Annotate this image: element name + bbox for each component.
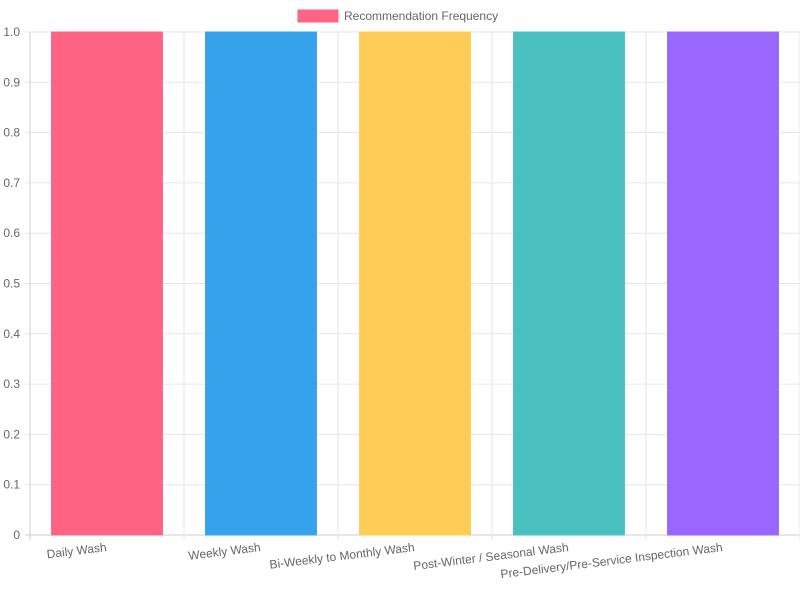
y-tick-label: 0: [13, 528, 20, 542]
x-tick-label: Bi-Weekly to Monthly Wash: [269, 540, 416, 572]
y-tick-label: 0.7: [3, 176, 20, 190]
y-tick-label: 1.0: [3, 25, 20, 39]
bar[interactable]: [51, 31, 163, 536]
x-tick-label: Daily Wash: [46, 540, 107, 561]
y-tick-label: 0.5: [3, 277, 20, 291]
x-axis-ticks: Daily Wash Weekly Wash Bi-Weekly to Monthl…: [46, 540, 723, 581]
y-tick-label: 0.6: [3, 226, 20, 240]
y-tick-label: 0.3: [3, 377, 20, 391]
legend-swatch: [297, 9, 339, 23]
bar[interactable]: [205, 31, 317, 536]
bars: [51, 31, 779, 536]
bar[interactable]: [667, 31, 779, 536]
y-tick-label: 0.2: [3, 427, 20, 441]
bar[interactable]: [513, 31, 625, 536]
bar[interactable]: [359, 31, 471, 536]
y-tick-label: 0.1: [3, 478, 20, 492]
y-tick-label: 0.9: [3, 75, 20, 89]
x-tick-label: Weekly Wash: [188, 540, 262, 563]
legend-label: Recommendation Frequency: [344, 9, 498, 23]
y-tick-label: 0.8: [3, 126, 20, 140]
legend[interactable]: Recommendation Frequency: [297, 9, 498, 23]
y-tick-label: 0.4: [3, 327, 20, 341]
y-axis-ticks: 0 0.1 0.2 0.3 0.4 0.5 0.6 0.7 0.8 0.9 1.0: [3, 25, 20, 542]
